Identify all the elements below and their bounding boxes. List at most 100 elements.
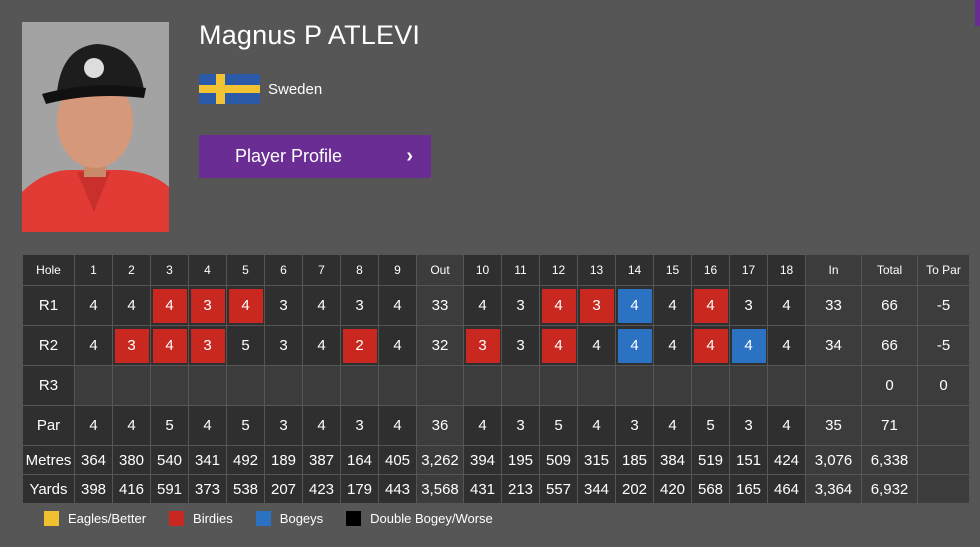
row-label: R2: [23, 326, 74, 365]
score-cell: 3,568: [417, 475, 463, 503]
legend-label: Eagles/Better: [68, 511, 147, 526]
metres-row: Metres 364 380 540 341 492 189 387 164 405 3,262 39…: [23, 446, 969, 474]
birdie-score: 4: [228, 288, 263, 323]
score-cell: 6,338: [862, 446, 917, 474]
score-cell: 0: [918, 366, 969, 405]
score-cell: 4: [303, 326, 340, 365]
score-cell: 213: [502, 475, 539, 503]
score-cell: 4: [379, 286, 416, 325]
legend-label: Bogeys: [279, 511, 324, 526]
score-cell: [417, 366, 463, 405]
score-cell: [578, 366, 615, 405]
score-cell: 3,076: [806, 446, 861, 474]
score-cell: 4: [540, 286, 577, 325]
birdie-swatch-icon: [169, 511, 185, 526]
chevron-right-icon: ›: [406, 145, 413, 167]
score-cell: 509: [540, 446, 577, 474]
score-cell: 4: [692, 326, 729, 365]
score-cell: 315: [578, 446, 615, 474]
birdie-score: 3: [190, 288, 225, 323]
score-cell: 492: [227, 446, 264, 474]
score-cell: 66: [862, 286, 917, 325]
birdie-score: 4: [541, 328, 576, 363]
birdie-score: 4: [152, 288, 187, 323]
score-cell: 540: [151, 446, 188, 474]
score-cell: [113, 366, 150, 405]
column-header: 8: [341, 255, 378, 285]
birdie-score: 4: [693, 288, 728, 323]
score-cell: 4: [151, 286, 188, 325]
score-cell: 207: [265, 475, 302, 503]
score-cell: 4: [464, 286, 501, 325]
column-header: Out: [417, 255, 463, 285]
score-cell: [189, 366, 226, 405]
score-cell: [918, 406, 969, 445]
score-cell: 373: [189, 475, 226, 503]
score-cell: [692, 366, 729, 405]
score-cell: 4: [768, 326, 805, 365]
score-cell: 5: [151, 406, 188, 445]
legend-item-bogeys: Bogeys: [255, 511, 324, 526]
score-cell: [379, 366, 416, 405]
score-cell: [265, 366, 302, 405]
score-cell: 0: [862, 366, 917, 405]
score-cell: [151, 366, 188, 405]
score-cell: 4: [768, 406, 805, 445]
row-label: R1: [23, 286, 74, 325]
score-cell: 4: [227, 286, 264, 325]
birdie-score: 4: [693, 328, 728, 363]
birdie-score: 3: [190, 328, 225, 363]
player-profile-button[interactable]: Player Profile ›: [199, 135, 431, 178]
round-row-r1: R1 4 4 4 3 4 3 4 3 4 33 4 3 4 3 4 4 4 3 4 33 66 -5: [23, 286, 969, 325]
score-cell: 164: [341, 446, 378, 474]
column-header: 13: [578, 255, 615, 285]
scorecard-table: Hole 1 2 3 4 5 6 7 8 9 Out 10 11 12 13 14 15 16 17 18 In Tota…: [22, 254, 970, 504]
column-header: 15: [654, 255, 691, 285]
score-cell: 3: [189, 326, 226, 365]
score-cell: [918, 475, 969, 503]
score-cell: 384: [654, 446, 691, 474]
legend-label: Double Bogey/Worse: [370, 511, 493, 526]
score-cell: 464: [768, 475, 805, 503]
player-name: Magnus P ATLEVI: [199, 20, 421, 50]
par-row: Par 4 4 5 4 5 3 4 3 4 36 4 3 5 4 3 4 5 3 4 35 71: [23, 406, 969, 445]
score-cell: 71: [862, 406, 917, 445]
eagle-swatch-icon: [44, 511, 59, 526]
score-cell: [341, 366, 378, 405]
score-cell: [730, 366, 767, 405]
score-cell: 4: [113, 406, 150, 445]
round-row-r2: R2 4 3 4 3 5 3 4 2 4 32 3 3 4 4 4 4 4 4 4 34 66 -5: [23, 326, 969, 365]
bogey-score: 4: [617, 328, 652, 363]
score-cell: 4: [75, 406, 112, 445]
score-cell: [75, 366, 112, 405]
score-cell: 380: [113, 446, 150, 474]
score-cell: [540, 366, 577, 405]
sweden-flag-icon: [199, 74, 260, 104]
score-cell: 4: [578, 326, 615, 365]
score-cell: 4: [113, 286, 150, 325]
score-cell: 420: [654, 475, 691, 503]
birdie-score: 3: [114, 328, 149, 363]
score-cell: 4: [654, 326, 691, 365]
score-cell: 398: [75, 475, 112, 503]
bogey-swatch-icon: [255, 511, 271, 526]
score-cell: 3: [265, 406, 302, 445]
birdie-score: 4: [152, 328, 187, 363]
score-cell: 341: [189, 446, 226, 474]
corner-accent: [975, 0, 980, 26]
score-cell: 3: [341, 406, 378, 445]
score-cell: 424: [768, 446, 805, 474]
score-cell: 3,262: [417, 446, 463, 474]
score-cell: 423: [303, 475, 340, 503]
bogey-score: 4: [617, 288, 652, 323]
score-cell: 35: [806, 406, 861, 445]
column-header: 17: [730, 255, 767, 285]
score-cell: 6,932: [862, 475, 917, 503]
score-cell: 4: [189, 406, 226, 445]
score-cell: 3,364: [806, 475, 861, 503]
column-header: 16: [692, 255, 729, 285]
header-row: Hole 1 2 3 4 5 6 7 8 9 Out 10 11 12 13 14 15 16 17 18 In Tota…: [23, 255, 969, 285]
score-cell: 151: [730, 446, 767, 474]
score-cell: [303, 366, 340, 405]
score-cell: 4: [464, 406, 501, 445]
